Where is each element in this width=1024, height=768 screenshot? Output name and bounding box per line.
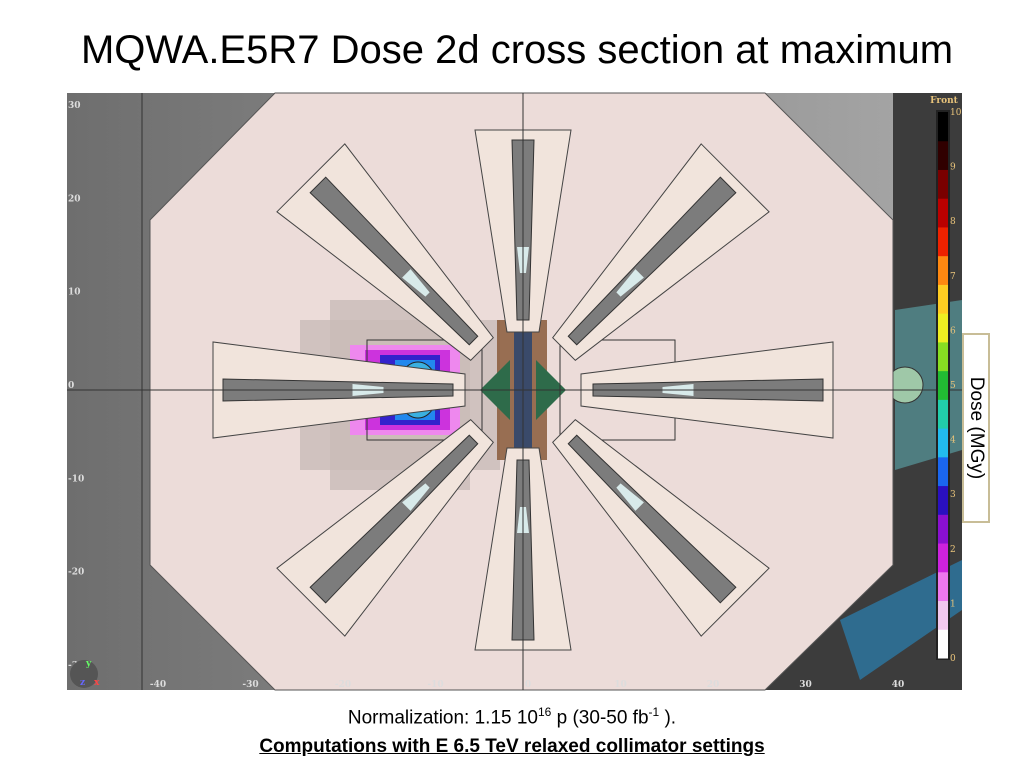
- spoke-inner: [309, 176, 479, 346]
- colorbar-title: Front: [930, 96, 959, 106]
- x-tick-label: 0: [525, 680, 531, 690]
- colorbar-segment: [938, 284, 948, 314]
- y-tick-label: 10: [68, 288, 81, 298]
- axes-icon: [70, 660, 98, 688]
- blue-band: [840, 560, 962, 680]
- colorbar-segment: [938, 112, 948, 142]
- colorbar-segment: [938, 571, 948, 602]
- spoke-hole: [616, 269, 644, 297]
- y-tick-label: 0: [68, 381, 74, 391]
- y-tick-label: -10: [68, 474, 84, 484]
- right-region: [765, 93, 962, 690]
- colorbar-segment: [938, 514, 948, 544]
- colorbar-label: 10: [950, 108, 962, 118]
- colorbar-segment: [938, 226, 948, 257]
- x-tick-label: 10: [614, 680, 627, 690]
- text: ).: [659, 707, 677, 729]
- colorbar-segment: [938, 428, 948, 458]
- colorbar-label: 8: [950, 217, 956, 227]
- colorbar-segment: [938, 255, 948, 285]
- spoke-hole: [616, 483, 644, 511]
- axis-letter: z: [80, 678, 85, 688]
- colorbar-segment: [938, 198, 948, 228]
- spoke: [552, 419, 770, 637]
- x-tick-label: -20: [335, 680, 351, 690]
- x-tick-label: 40: [892, 680, 905, 690]
- colorbar-label: 0: [950, 654, 956, 664]
- legend-box: Dose (MGy): [962, 333, 990, 523]
- spoke: [276, 419, 494, 637]
- spoke: [276, 143, 494, 361]
- x-tick-label: 30: [799, 680, 812, 690]
- x-tick-label: -10: [427, 680, 443, 690]
- colorbar-label: 6: [950, 326, 956, 336]
- legend-label: Dose (MGy): [966, 376, 987, 480]
- text: p (30-50 fb: [551, 707, 649, 729]
- x-tick-label: -30: [242, 680, 258, 690]
- spoke-hole: [402, 483, 430, 511]
- y-tick-label: 30: [68, 101, 81, 111]
- colorbar-segment: [938, 169, 948, 199]
- colorbar-segment: [938, 140, 948, 170]
- colorbar-label: 4: [950, 436, 956, 446]
- colorbar-label: 1: [950, 599, 956, 609]
- x-tick-label: -40: [150, 680, 166, 690]
- colorbar-label: 9: [950, 163, 956, 173]
- colorbar-segment: [938, 370, 948, 400]
- colorbar-segment: [938, 629, 948, 659]
- x-tick-label: 20: [707, 680, 720, 690]
- colorbar-label: 2: [950, 545, 956, 555]
- exponent: -1: [648, 705, 660, 719]
- slide-title: MQWA.E5R7 Dose 2d cross section at maxim…: [80, 28, 954, 72]
- colorbar-segment: [938, 600, 948, 630]
- spoke-inner: [567, 176, 737, 346]
- y-tick-label: 20: [68, 194, 81, 204]
- colorbar-segment: [938, 456, 948, 487]
- normalization: Normalization: 1.15 1016 p (30-50 fb-1 )…: [0, 705, 1024, 729]
- colorbar-segment: [938, 543, 948, 573]
- spoke: [552, 143, 770, 361]
- axis-letter: y: [85, 659, 92, 669]
- exponent: 16: [538, 705, 552, 719]
- note: Computations with E 6.5 TeV relaxed coll…: [259, 736, 765, 757]
- axis-letter: x: [94, 678, 100, 688]
- colorbar-label: 5: [950, 381, 956, 391]
- colorbar-segment: [938, 399, 948, 429]
- spoke-hole: [402, 269, 430, 297]
- colorbar: 0 1 2 3 4 5 6 7 8 9 10: [938, 108, 962, 664]
- text: Normalization: 1.15 10: [347, 707, 538, 729]
- colorbar-segment: [938, 485, 948, 515]
- colorbar-label: 7: [950, 272, 956, 282]
- spoke-inner: [309, 434, 479, 604]
- colorbar-segment: [938, 313, 948, 343]
- colorbar-segment: [938, 341, 948, 372]
- y-tick-label: -20: [68, 568, 84, 578]
- spoke-inner: [567, 434, 737, 604]
- colorbar-label: 3: [950, 490, 956, 500]
